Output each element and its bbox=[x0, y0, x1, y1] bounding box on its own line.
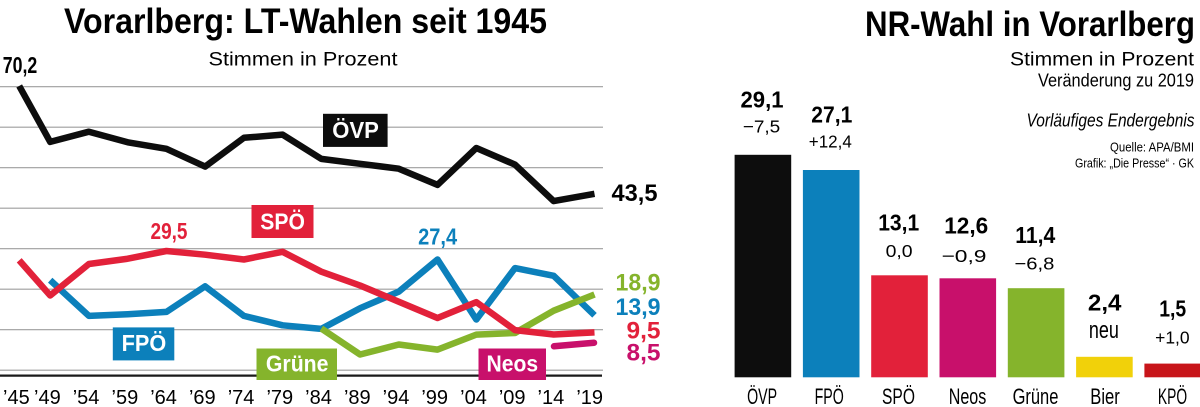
svg-text:Vorläufiges Endergebnis: Vorläufiges Endergebnis bbox=[1027, 110, 1195, 130]
svg-text:’14: ’14 bbox=[538, 387, 565, 407]
svg-text:−6,8: −6,8 bbox=[1014, 253, 1054, 273]
svg-text:12,6: 12,6 bbox=[944, 213, 988, 239]
svg-text:’45: ’45 bbox=[3, 387, 30, 407]
svg-text:1,5: 1,5 bbox=[1159, 296, 1186, 322]
svg-text:’09: ’09 bbox=[499, 387, 526, 407]
svg-text:ÖVP: ÖVP bbox=[747, 384, 777, 407]
svg-text:+1,0: +1,0 bbox=[1155, 328, 1190, 348]
svg-text:’84: ’84 bbox=[305, 387, 332, 407]
svg-text:Stimmen in Prozent: Stimmen in Prozent bbox=[1010, 49, 1195, 71]
svg-text:neu: neu bbox=[1089, 317, 1119, 344]
svg-text:Vorarlberg: LT-Wahlen seit 194: Vorarlberg: LT-Wahlen seit 1945 bbox=[64, 2, 547, 41]
svg-text:’69: ’69 bbox=[189, 387, 216, 407]
svg-text:’79: ’79 bbox=[266, 387, 293, 407]
svg-text:29,1: 29,1 bbox=[741, 87, 784, 113]
svg-text:SPÖ: SPÖ bbox=[882, 384, 915, 407]
svg-text:Grafik: „Die Presse“ · GK: Grafik: „Die Presse“ · GK bbox=[1075, 155, 1194, 170]
svg-text:43,5: 43,5 bbox=[612, 180, 658, 207]
svg-text:−0,9: −0,9 bbox=[942, 246, 987, 266]
svg-text:Veränderung zu 2019: Veränderung zu 2019 bbox=[1038, 71, 1194, 91]
svg-text:’74: ’74 bbox=[228, 387, 255, 407]
svg-text:Grüne: Grüne bbox=[266, 350, 329, 376]
svg-text:29,5: 29,5 bbox=[151, 218, 188, 244]
svg-text:NR-Wahl in Vorarlberg: NR-Wahl in Vorarlberg bbox=[865, 5, 1195, 44]
svg-text:Neos: Neos bbox=[487, 350, 539, 376]
svg-text:13,9: 13,9 bbox=[616, 294, 661, 321]
svg-text:27,1: 27,1 bbox=[811, 102, 852, 128]
svg-text:’49: ’49 bbox=[34, 387, 61, 407]
svg-text:Bier: Bier bbox=[1090, 384, 1120, 407]
svg-text:’89: ’89 bbox=[344, 387, 371, 407]
svg-text:’54: ’54 bbox=[73, 387, 100, 407]
svg-text:−7,5: −7,5 bbox=[743, 116, 781, 136]
svg-text:FPÖ: FPÖ bbox=[122, 330, 167, 356]
svg-text:9,5: 9,5 bbox=[627, 318, 661, 345]
svg-text:18,9: 18,9 bbox=[616, 270, 661, 297]
svg-text:2,4: 2,4 bbox=[1088, 290, 1122, 316]
svg-text:’99: ’99 bbox=[421, 387, 448, 407]
svg-text:27,4: 27,4 bbox=[418, 224, 457, 250]
svg-text:Stimmen in Prozent: Stimmen in Prozent bbox=[209, 49, 399, 71]
svg-text:70,2: 70,2 bbox=[3, 52, 38, 78]
svg-text:’59: ’59 bbox=[112, 387, 139, 407]
svg-text:8,5: 8,5 bbox=[627, 340, 661, 367]
svg-text:SPÖ: SPÖ bbox=[260, 209, 305, 235]
svg-text:FPÖ: FPÖ bbox=[815, 384, 844, 407]
svg-text:+12,4: +12,4 bbox=[809, 131, 852, 151]
svg-text:’19: ’19 bbox=[576, 387, 603, 407]
svg-text:’04: ’04 bbox=[460, 387, 487, 407]
svg-text:13,1: 13,1 bbox=[878, 209, 919, 235]
svg-text:0,0: 0,0 bbox=[886, 241, 913, 261]
svg-text:KPÖ: KPÖ bbox=[1158, 384, 1187, 407]
svg-text:’94: ’94 bbox=[383, 387, 410, 407]
svg-text:Quelle: APA/BMI: Quelle: APA/BMI bbox=[1110, 139, 1194, 154]
svg-text:’64: ’64 bbox=[150, 387, 177, 407]
svg-text:ÖVP: ÖVP bbox=[332, 117, 379, 143]
svg-text:11,4: 11,4 bbox=[1015, 222, 1055, 248]
svg-text:Grüne: Grüne bbox=[1013, 384, 1059, 407]
svg-text:Neos: Neos bbox=[949, 384, 987, 407]
